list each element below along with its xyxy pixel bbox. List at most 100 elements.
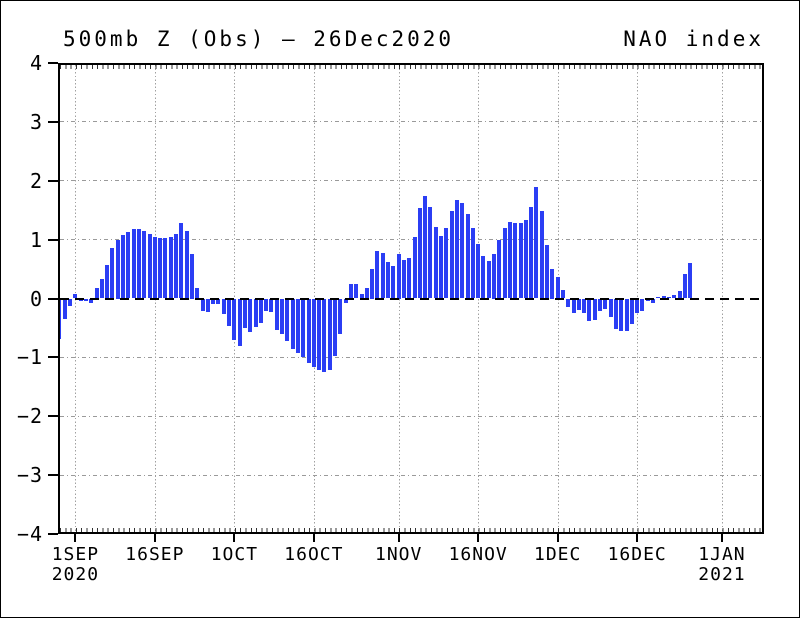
nao-bar	[417, 207, 422, 299]
nao-bar	[105, 264, 110, 299]
y-axis-tick	[48, 179, 58, 182]
nao-bar	[613, 298, 618, 330]
y-axis-label: −1	[16, 345, 43, 370]
y-axis-tick	[48, 297, 58, 300]
nao-bar	[115, 239, 120, 299]
nao-bar	[539, 211, 544, 299]
nao-bar	[492, 254, 497, 299]
x-axis-year-label: 2020	[51, 564, 100, 585]
nao-bar	[317, 298, 322, 370]
nao-bar	[677, 291, 682, 299]
y-axis-label: 1	[29, 227, 43, 252]
nao-bar	[152, 236, 157, 299]
nao-bar	[396, 254, 401, 299]
x-axis-tick	[312, 534, 315, 542]
y-axis-label: 2	[29, 168, 43, 193]
nao-bar	[550, 269, 555, 299]
nao-bar	[158, 237, 163, 299]
y-axis-tick	[48, 120, 58, 123]
y-gridline	[60, 415, 762, 417]
nao-bar	[147, 233, 152, 299]
x-axis-tick	[556, 534, 559, 542]
nao-bar	[401, 259, 406, 299]
nao-bar	[121, 234, 126, 299]
nao-bar	[523, 220, 528, 299]
minor-ticks-bottom	[60, 528, 762, 532]
nao-bar	[518, 222, 523, 299]
nao-bar	[274, 298, 279, 331]
nao-bar	[571, 298, 576, 313]
chart-title: 500mb Z (Obs) – 26Dec2020	[63, 27, 455, 51]
y-gridline	[60, 180, 762, 182]
nao-bar	[333, 298, 338, 357]
chart-right-title: NAO index	[623, 27, 764, 51]
nao-bar	[433, 227, 438, 299]
nao-bar	[449, 211, 454, 299]
nao-bar	[58, 298, 62, 339]
nao-bar	[513, 223, 518, 299]
x-axis-tick	[397, 534, 400, 542]
y-axis-tick	[48, 474, 58, 477]
nao-bar	[534, 186, 539, 299]
nao-bar	[391, 266, 396, 299]
nao-bar	[423, 196, 428, 299]
nao-bar	[126, 231, 131, 299]
nao-bar	[502, 228, 507, 299]
nao-bar	[136, 229, 141, 299]
x-axis-label: 16DEC	[607, 544, 667, 565]
minor-ticks-top	[60, 65, 762, 69]
nao-bar	[205, 298, 210, 313]
x-axis-label: 1NOV	[374, 544, 423, 565]
nao-bar	[131, 229, 136, 299]
nao-bar	[555, 276, 560, 299]
nao-bar	[672, 294, 677, 299]
nao-bar	[640, 298, 645, 312]
nao-bar	[295, 298, 300, 354]
nao-bar	[470, 228, 475, 299]
nao-bar	[306, 298, 311, 363]
nao-bar	[608, 298, 613, 317]
nao-bar	[682, 273, 687, 299]
nao-bar	[629, 298, 634, 324]
nao-bar	[545, 244, 550, 299]
y-gridline	[60, 356, 762, 358]
y-axis-tick	[48, 62, 58, 64]
nao-bar	[221, 298, 226, 314]
nao-bar	[78, 298, 83, 302]
nao-bar	[211, 298, 216, 305]
nao-bar	[269, 298, 274, 313]
nao-bar	[184, 230, 189, 299]
y-axis-tick	[48, 415, 58, 418]
nao-bar	[645, 298, 650, 302]
nao-bar	[465, 214, 470, 299]
nao-bar	[322, 298, 327, 372]
nao-bar	[338, 298, 343, 334]
nao-bar	[354, 284, 359, 299]
nao-bar	[566, 298, 571, 308]
nao-bar	[529, 207, 534, 299]
nao-bar	[301, 298, 306, 358]
x-axis-tick	[74, 534, 77, 542]
nao-bar	[428, 207, 433, 299]
nao-bar	[227, 298, 232, 327]
zero-line	[60, 297, 762, 300]
nao-bar	[444, 228, 449, 299]
nao-bar	[94, 288, 99, 299]
x-axis-tick	[153, 534, 156, 542]
nao-bar	[454, 200, 459, 299]
nao-bar	[68, 298, 73, 307]
x-axis-year-label: 2021	[698, 564, 746, 585]
nao-bar	[486, 260, 491, 299]
nao-bar	[216, 298, 221, 305]
y-axis-tick	[48, 356, 58, 359]
nao-bar	[189, 254, 194, 299]
nao-bar	[110, 248, 115, 299]
nao-bar	[327, 298, 332, 371]
nao-bar	[576, 298, 581, 311]
x-axis-tick	[720, 534, 723, 542]
x-axis-label: 1SEP	[51, 544, 100, 565]
nao-bar	[603, 298, 608, 310]
y-axis-tick	[48, 533, 58, 535]
nao-bar	[412, 237, 417, 299]
